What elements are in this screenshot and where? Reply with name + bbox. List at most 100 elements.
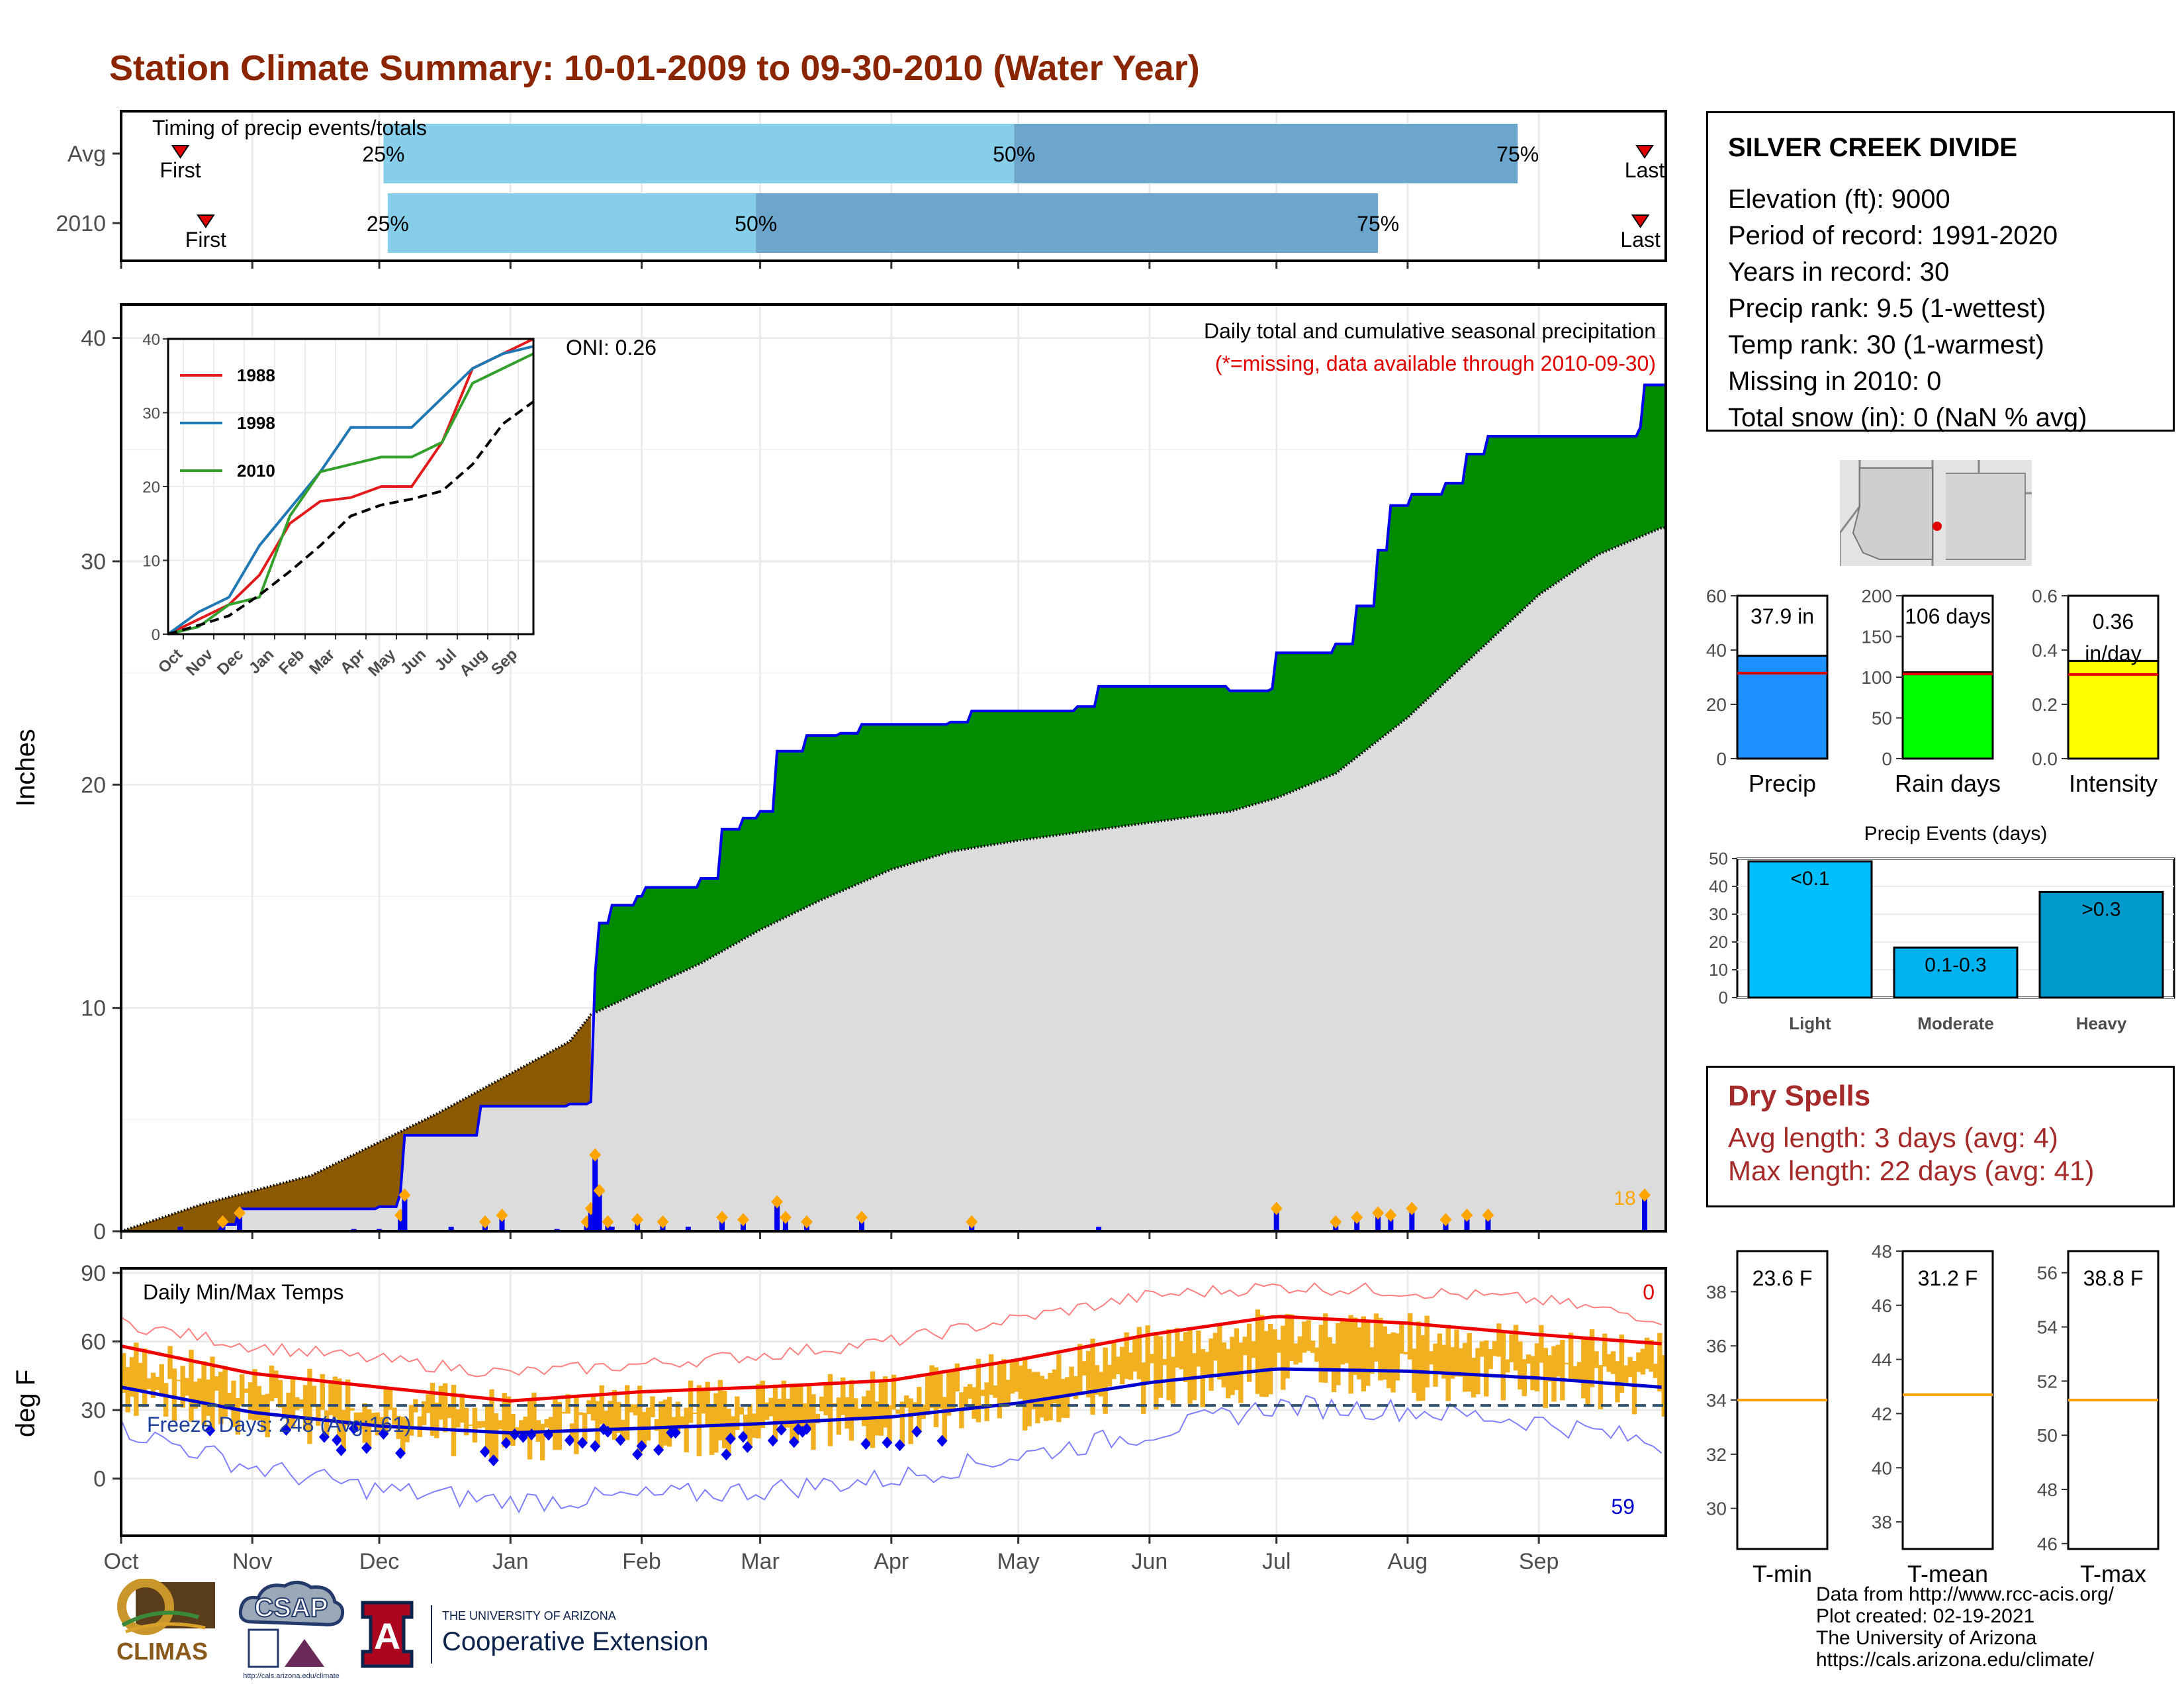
daily-temp-range <box>129 1357 135 1397</box>
daily-temp-range <box>1187 1329 1193 1404</box>
daily-temp-range <box>1416 1321 1422 1401</box>
daily-temp-range <box>862 1396 867 1427</box>
daily-temp-range <box>1661 1354 1666 1417</box>
daily-temp-range <box>1149 1354 1155 1364</box>
daily-temp-range <box>1030 1372 1036 1409</box>
daily-temp-range <box>408 1405 414 1436</box>
daily-temp-range <box>366 1409 372 1448</box>
daily-temp-range <box>633 1404 639 1416</box>
daily-temp-range <box>666 1397 672 1447</box>
summary-ytick-label: 20 <box>1706 694 1727 715</box>
daily-temp-range <box>1221 1342 1226 1387</box>
daily-temp-range <box>671 1417 676 1433</box>
daily-temp-range <box>1158 1336 1163 1398</box>
daily-temp-range <box>582 1413 588 1443</box>
daily-temp-range <box>544 1419 549 1428</box>
daily-temp-range <box>899 1401 905 1446</box>
daily-temp-range <box>269 1365 275 1401</box>
month-tick-label: Nov <box>232 1549 272 1574</box>
daily-temp-range <box>612 1389 617 1440</box>
dry-max-length: Max length: 22 days (avg: 41) <box>1728 1155 2095 1186</box>
daily-precip-bar <box>1443 1222 1449 1231</box>
daily-temp-range <box>1026 1369 1032 1427</box>
daily-temp-range <box>1060 1379 1066 1418</box>
daily-temp-range <box>184 1378 190 1396</box>
first-event-marker <box>171 145 190 159</box>
heavy-event-marker <box>737 1213 749 1227</box>
temp-bar-title: T-max <box>2080 1560 2146 1587</box>
daily-temp-range <box>726 1408 731 1455</box>
temp-bar-value-label: 38.8 F <box>2083 1266 2144 1290</box>
daily-temp-range <box>383 1387 388 1434</box>
csap-logo-text: CSAP <box>254 1593 328 1622</box>
heavy-event-marker <box>602 1215 614 1229</box>
summary-ytick-label: 0 <box>1716 749 1727 769</box>
station-elevation: Elevation (ft): 9000 <box>1728 185 1950 214</box>
temp-bar-ytick-label: 40 <box>1872 1458 1892 1478</box>
month-tick-label: Mar <box>741 1549 780 1574</box>
daily-temp-range <box>1208 1338 1214 1391</box>
daily-temp-range <box>345 1379 351 1426</box>
daily-temp-range <box>1551 1346 1557 1402</box>
daily-temp-range <box>210 1356 215 1430</box>
station-snow: Total snow (in): 0 (NaN % avg) <box>1728 403 2087 432</box>
daily-temp-range <box>1420 1335 1426 1401</box>
daily-temp-range <box>586 1400 592 1415</box>
record-cold-marker <box>767 1434 778 1447</box>
daily-temp-range <box>349 1408 355 1411</box>
heavy-event-marker <box>1482 1208 1494 1222</box>
daily-temp-range <box>1136 1327 1142 1380</box>
station-precip-rank: Precip rank: 9.5 (1-wettest) <box>1728 294 2046 323</box>
precip-chart: 18 0 10 20 30 40 Inches Daily total and cumulat… <box>11 303 1667 1244</box>
daily-temp-range <box>281 1405 287 1418</box>
daily-temp-range <box>519 1420 524 1438</box>
daily-temp-range <box>1124 1332 1129 1380</box>
daily-temp-range <box>819 1396 825 1411</box>
last-event-marker <box>1631 214 1650 228</box>
daily-temp-range <box>1077 1344 1083 1394</box>
daily-temp-range <box>1263 1331 1269 1397</box>
daily-temp-range <box>1649 1339 1654 1372</box>
station-info-box: SILVER CREEK DIVIDE Elevation (ft): 9000… <box>1706 111 2175 432</box>
inset-xtick-label: Aug <box>456 645 490 680</box>
daily-temp-range <box>1340 1318 1345 1365</box>
daily-temp-range <box>1378 1317 1383 1381</box>
summary-ytick-label: 0.2 <box>2032 694 2058 715</box>
record-cold-marker <box>348 1423 359 1435</box>
daily-temp-range <box>680 1416 685 1427</box>
heavy-event-marker <box>716 1211 729 1225</box>
daily-temp-range <box>121 1353 126 1393</box>
daily-temp-range <box>442 1383 448 1432</box>
events-ytick-label: 50 <box>1709 849 1728 868</box>
daily-precip-bar <box>499 1217 505 1231</box>
summary-bars: 0 20 40 60 37.9 in Precip 0 50 100 150 200 106 days… <box>1706 586 2160 797</box>
deficit-area <box>125 1014 591 1231</box>
daily-temp-range <box>1445 1325 1451 1401</box>
daily-temp-range <box>1132 1338 1138 1372</box>
daily-temp-range <box>692 1412 698 1414</box>
daily-temp-range <box>603 1411 609 1430</box>
hot-days-count: 0 <box>1643 1280 1655 1304</box>
daily-temp-range <box>1606 1354 1612 1372</box>
daily-precip-bar <box>1096 1227 1102 1231</box>
daily-temp-range <box>1242 1336 1248 1356</box>
record-cold-marker <box>936 1434 948 1447</box>
temp-bar-ytick-label: 48 <box>2037 1479 2058 1500</box>
daily-temp-range <box>1259 1315 1265 1397</box>
daily-temp-range <box>1399 1323 1404 1354</box>
daily-temp-range <box>976 1358 981 1423</box>
temp-bar-ytick-label: 36 <box>1706 1336 1727 1356</box>
daily-temp-range <box>307 1368 312 1444</box>
daily-precip-bar <box>1375 1215 1381 1231</box>
daily-temp-range <box>1318 1325 1324 1383</box>
daily-temp-range <box>1001 1359 1007 1407</box>
temp-bar-title: T-min <box>1752 1560 1812 1587</box>
inset-legend-label: 1988 <box>237 365 275 385</box>
daily-temp-range <box>954 1363 960 1392</box>
dry-spells-title: Dry Spells <box>1728 1080 1871 1112</box>
first-event-label: First <box>159 158 201 182</box>
daily-temp-range <box>917 1387 922 1432</box>
daily-temp-range <box>1428 1351 1434 1365</box>
daily-temp-range <box>142 1348 148 1407</box>
summary-bar-raindays <box>1901 671 1994 760</box>
